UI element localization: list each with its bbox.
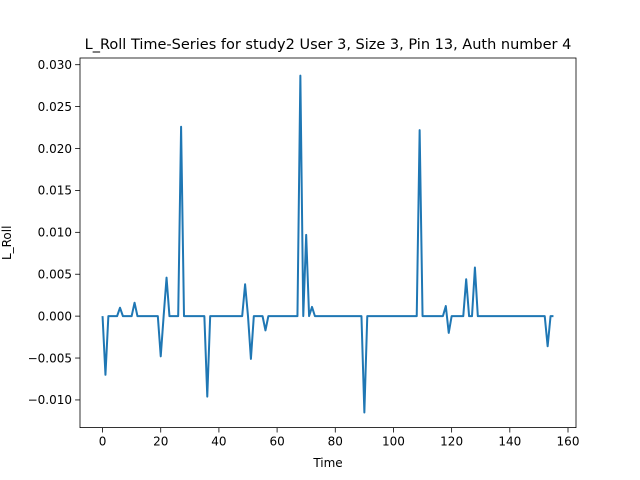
x-tick-label: 160 (557, 435, 580, 449)
plot-area (101, 74, 554, 414)
axes-frame (79, 57, 577, 429)
x-tick-label: 60 (269, 435, 284, 449)
y-tick-label: 0.020 (38, 142, 72, 156)
x-tick-label: 0 (99, 435, 107, 449)
chart-title: L_Roll Time-Series for study2 User 3, Si… (85, 37, 572, 53)
y-axis: −0.010 −0.005 0.000 0.005 0.010 0.015 0.020 0.0… (28, 58, 80, 407)
x-tick-label: 40 (211, 435, 226, 449)
x-tick-label: 140 (498, 435, 521, 449)
y-tick-label: −0.005 (28, 351, 72, 365)
y-tick-label: 0.030 (38, 58, 72, 72)
y-tick-label: 0.005 (38, 268, 72, 282)
x-tick-label: 20 (153, 435, 168, 449)
y-tick-label: −0.010 (28, 393, 72, 407)
y-tick-label: 0.025 (38, 100, 72, 114)
x-axis: 0 20 40 60 80 100 120 140 160 (99, 427, 580, 449)
x-tick-label: 80 (328, 435, 343, 449)
x-tick-label: 100 (382, 435, 405, 449)
y-tick-label: 0.000 (38, 309, 72, 323)
series-line-0 (101, 74, 554, 414)
y-tick-label: 0.010 (38, 226, 72, 240)
x-axis-label: Time (312, 456, 342, 470)
y-axis-label: L_Roll (0, 226, 14, 260)
x-tick-label: 120 (440, 435, 463, 449)
y-tick-label: 0.015 (38, 184, 72, 198)
